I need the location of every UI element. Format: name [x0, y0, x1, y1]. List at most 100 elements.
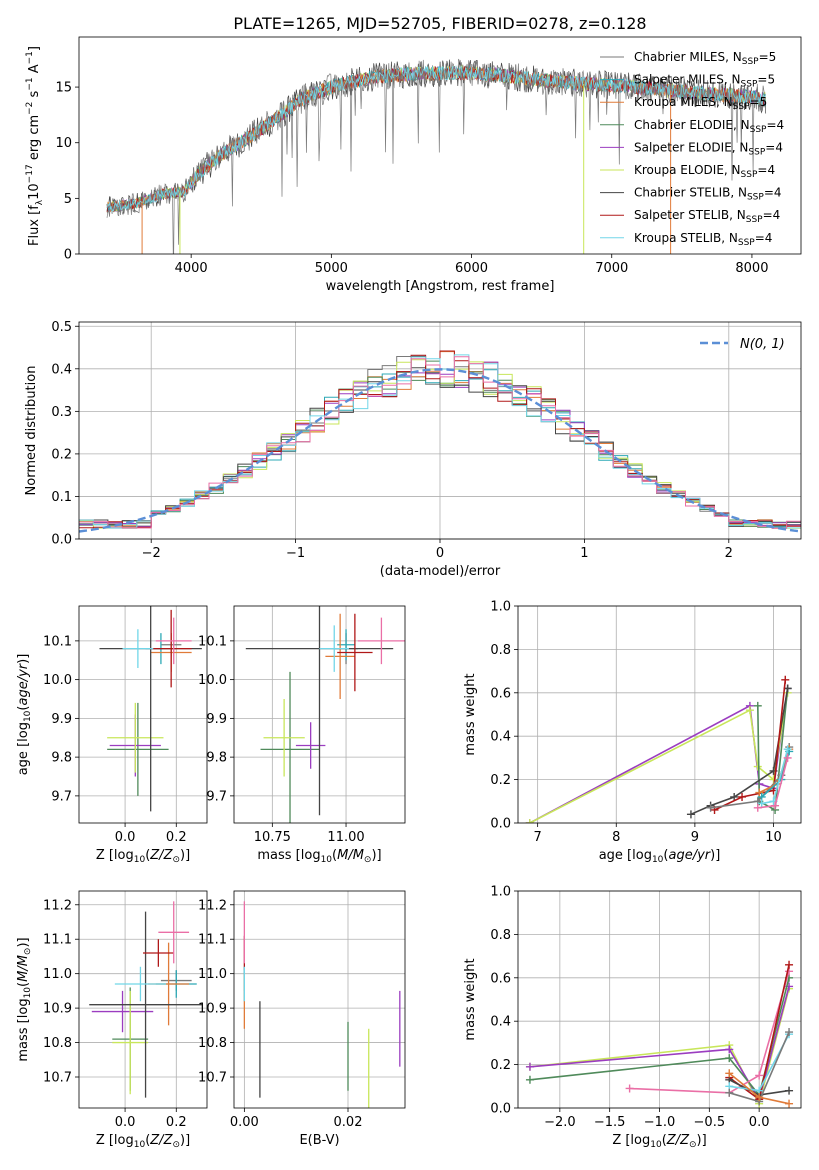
x-tick-label: 9 [691, 830, 699, 845]
legend: Chabrier MILES, NSSP=5 Salpeter MILES, NS… [600, 50, 784, 248]
legend-subscript: SSP [738, 238, 755, 248]
label-subscript: ⊙ [23, 948, 33, 956]
y-tick-label: 10.9 [198, 1002, 227, 1017]
label-italic: age/yr [668, 848, 711, 863]
x-tick-label: 6000 [455, 261, 488, 276]
legend-count: =4 [765, 140, 783, 154]
y-axis-label: mass weight [463, 673, 478, 755]
label-italic: Z/Z [149, 1133, 173, 1148]
legend-subscript: SSP [748, 147, 765, 157]
errorbar-point [357, 617, 405, 665]
y-axis-label: Normed distribution [24, 366, 39, 496]
weight-marker [745, 706, 754, 715]
y-tick-label: 0.8 [490, 928, 511, 943]
label-part: ( [16, 982, 31, 987]
weight-series [757, 688, 789, 812]
label-part: ( [16, 706, 31, 711]
x-tick-label: −1 [286, 546, 305, 561]
y-tick-label: 10.7 [198, 1071, 227, 1086]
legend-count: =4 [763, 208, 781, 222]
axes-frame [233, 890, 406, 1109]
legend-count: =5 [750, 95, 768, 109]
axes: −2.0 −1.5 −1.0 −0.5 0.0 0.0 0.2 0.4 0.6 0.8 1.0 Z [… [463, 885, 802, 1150]
errorbar-point [325, 613, 355, 699]
weight-marker [725, 1088, 734, 1097]
legend-entry: Kroupa ELODIE, NSSP=4 [634, 163, 775, 180]
errorbar-point [158, 901, 190, 964]
x-tick-label: 8 [612, 830, 620, 845]
axes-frame [78, 321, 802, 540]
panel-age_mass: 10.75 11.00 9.7 9.8 9.9 10.0 10.1 mass [log10(M… [198, 605, 406, 865]
legend-entry: N(0, 1) [740, 337, 785, 352]
axes: 0.0 0.210.710.810.911.011.111.2Z [log10(Z… [16, 890, 208, 1150]
x-axis-label: Z [log10(Z/Z⊙)] [96, 848, 190, 865]
x-axis-label: Z [log10(Z/Z⊙)] [96, 1133, 190, 1150]
y-tick-label: 0.0 [490, 1102, 511, 1117]
y-tick-label: 0 [64, 248, 72, 263]
plot-area [106, 58, 767, 254]
legend-count: =4 [757, 163, 775, 177]
label-part: mass [log [16, 998, 31, 1061]
grid [79, 606, 207, 823]
y-tick-label: 0.1 [51, 490, 72, 505]
axes: 0.0 0.29.79.89.910.010.1Z [log10(Z/Z⊙)]ag… [16, 605, 208, 865]
y-tick-label: 10.0 [43, 673, 72, 688]
panel-weight_Z: −2.0 −1.5 −1.0 −0.5 0.0 0.0 0.2 0.4 0.6 0.8 1.0 Z [… [463, 885, 802, 1150]
weight-marker [783, 745, 792, 754]
axes-frame [233, 605, 406, 824]
label-part: )] [16, 937, 31, 947]
figure-title: PLATE=1265, MJD=52705, FIBERID=0278, z=0… [233, 14, 646, 33]
legend-entry: Chabrier ELODIE, NSSP=4 [634, 118, 784, 135]
plot-area [525, 675, 794, 823]
errorbar-point [337, 613, 373, 692]
weight-marker [725, 1045, 734, 1054]
weight-marker [757, 799, 766, 808]
y-tick-label: 11.0 [43, 967, 72, 982]
label-part: Z [log [96, 848, 134, 863]
x-tick-label: 0.2 [166, 1115, 187, 1130]
normal-curve [79, 368, 801, 533]
weight-marker [755, 1071, 764, 1080]
errorbar-point [107, 702, 164, 773]
legend-entry: Salpeter MILES, NSSP=5 [634, 73, 775, 90]
x-axis-label: (data-model)/error [380, 564, 501, 579]
weight-marker [525, 1062, 534, 1071]
y-axis-label: age [log10(age/yr)] [16, 654, 33, 776]
x-tick-label: −1.5 [594, 1115, 626, 1130]
legend-subscript: SSP [750, 125, 767, 135]
errorbar-point [107, 702, 169, 796]
legend-subscript: SSP [747, 193, 764, 203]
legend-subscript: SSP [741, 170, 758, 180]
axes-frame [78, 890, 208, 1109]
y-tick-label: 5 [64, 192, 72, 207]
y-tick-label: 15 [55, 81, 72, 96]
label-subscript: 10 [652, 855, 664, 865]
y-tick-label: 0.4 [490, 1015, 511, 1030]
y-tick-label: 0.6 [490, 686, 511, 701]
plot-area [99, 606, 202, 812]
label-part: age [log [16, 722, 31, 775]
weight-series [714, 679, 787, 811]
y-tick-label: 0.4 [490, 730, 511, 745]
y-tick-label: 11.1 [43, 933, 72, 948]
spectrum-line [106, 65, 767, 214]
legend-subscript: SSP [741, 80, 758, 90]
panel-spectrum: 4000 5000 6000 7000 8000 0 5 10 15 wavelength [An… [25, 36, 802, 294]
label-part: )] [16, 654, 31, 664]
weight-marker [785, 960, 794, 969]
y-axis-label: mass weight [463, 958, 478, 1040]
legend-count: =4 [766, 118, 784, 132]
weight-series [529, 986, 790, 1102]
y-tick-label: 0.4 [51, 362, 72, 377]
legend-entry: Salpeter STELIB, NSSP=4 [634, 208, 780, 225]
y-tick-label: 11.1 [198, 933, 227, 948]
legend-count: =4 [764, 186, 782, 200]
y-tick-label: 9.9 [206, 712, 227, 727]
label-subscript: ⊙ [364, 855, 372, 865]
errorbar-point [263, 699, 305, 777]
x-tick-label: 11.00 [327, 830, 364, 845]
y-tick-label: 0.0 [490, 817, 511, 832]
y-tick-label: 10.7 [43, 1071, 72, 1086]
